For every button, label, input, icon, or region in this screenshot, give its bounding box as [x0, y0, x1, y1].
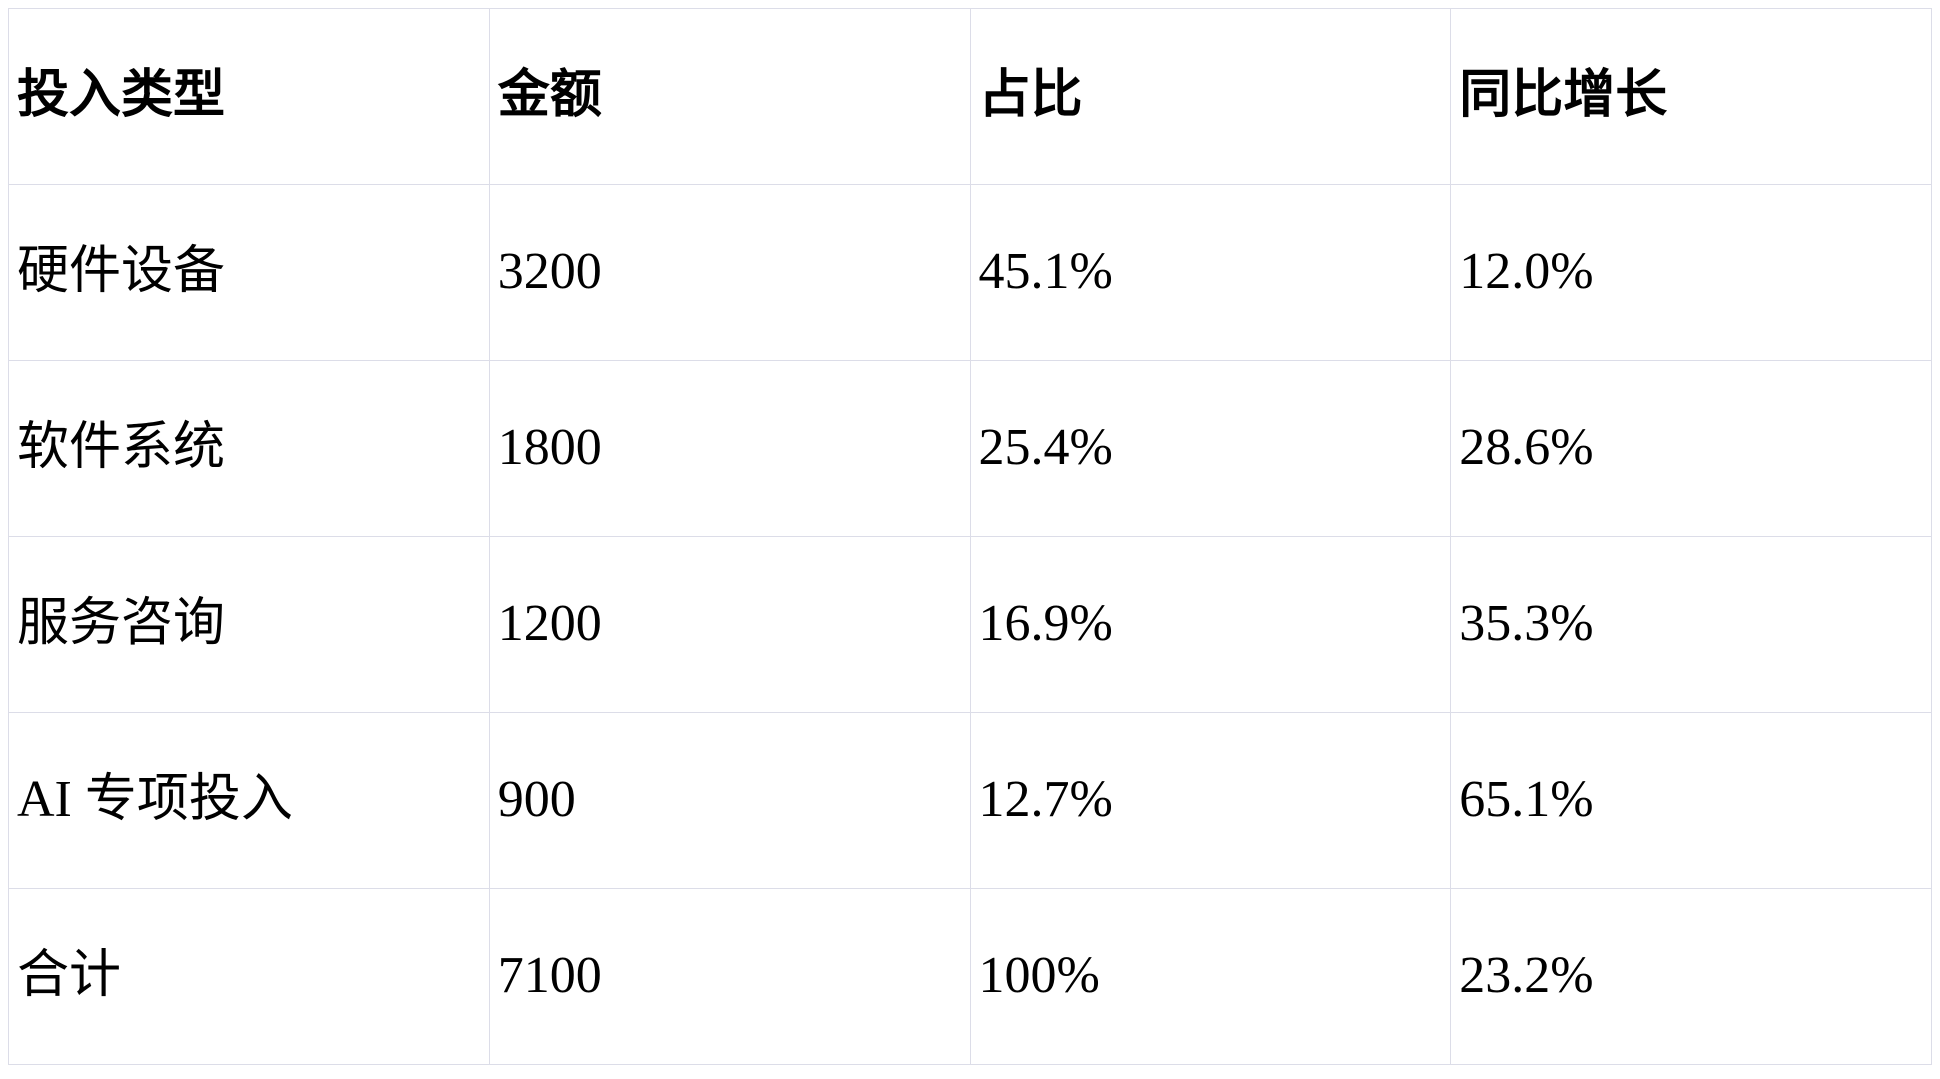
- table-header: 投入类型 金额 占比 同比增长: [8, 8, 1932, 185]
- cell-investment-type: 合计: [8, 888, 490, 1065]
- col-header-share: 占比: [969, 8, 1452, 185]
- cell-amount: 1200: [488, 536, 971, 713]
- cell-share: 25.4%: [969, 360, 1452, 537]
- cell-investment-type: 软件系统: [8, 360, 490, 537]
- table-row-services: 服务咨询 1200 16.9% 35.3%: [8, 536, 1932, 713]
- cell-share: 45.1%: [969, 184, 1452, 361]
- cell-yoy-growth: 28.6%: [1450, 360, 1932, 537]
- table-row-software: 软件系统 1800 25.4% 28.6%: [8, 360, 1932, 537]
- table-body: 硬件设备 3200 45.1% 12.0% 软件系统 1800 25.4% 28…: [8, 184, 1932, 1065]
- cell-amount: 1800: [488, 360, 971, 537]
- col-header-amount: 金额: [488, 8, 971, 185]
- header-row: 投入类型 金额 占比 同比增长: [8, 8, 1932, 185]
- cell-amount: 3200: [488, 184, 971, 361]
- cell-share: 12.7%: [969, 712, 1452, 889]
- cell-yoy-growth: 12.0%: [1450, 184, 1932, 361]
- cell-investment-type: 服务咨询: [8, 536, 490, 713]
- cell-yoy-growth: 23.2%: [1450, 888, 1932, 1065]
- cell-share: 100%: [969, 888, 1452, 1065]
- cell-share: 16.9%: [969, 536, 1452, 713]
- table-row-hardware: 硬件设备 3200 45.1% 12.0%: [8, 184, 1932, 361]
- cell-yoy-growth: 65.1%: [1450, 712, 1932, 889]
- table-row-total: 合计 7100 100% 23.2%: [8, 888, 1932, 1065]
- col-header-yoy-growth: 同比增长: [1450, 8, 1932, 185]
- cell-investment-type: 硬件设备: [8, 184, 490, 361]
- table-row-ai-special: AI 专项投入 900 12.7% 65.1%: [8, 712, 1932, 889]
- cell-investment-type: AI 专项投入: [8, 712, 490, 889]
- investment-table: 投入类型 金额 占比 同比增长 硬件设备 3200 45.1% 12.0% 软件…: [8, 8, 1932, 1065]
- cell-amount: 7100: [488, 888, 971, 1065]
- col-header-investment-type: 投入类型: [8, 8, 490, 185]
- cell-yoy-growth: 35.3%: [1450, 536, 1932, 713]
- cell-amount: 900: [488, 712, 971, 889]
